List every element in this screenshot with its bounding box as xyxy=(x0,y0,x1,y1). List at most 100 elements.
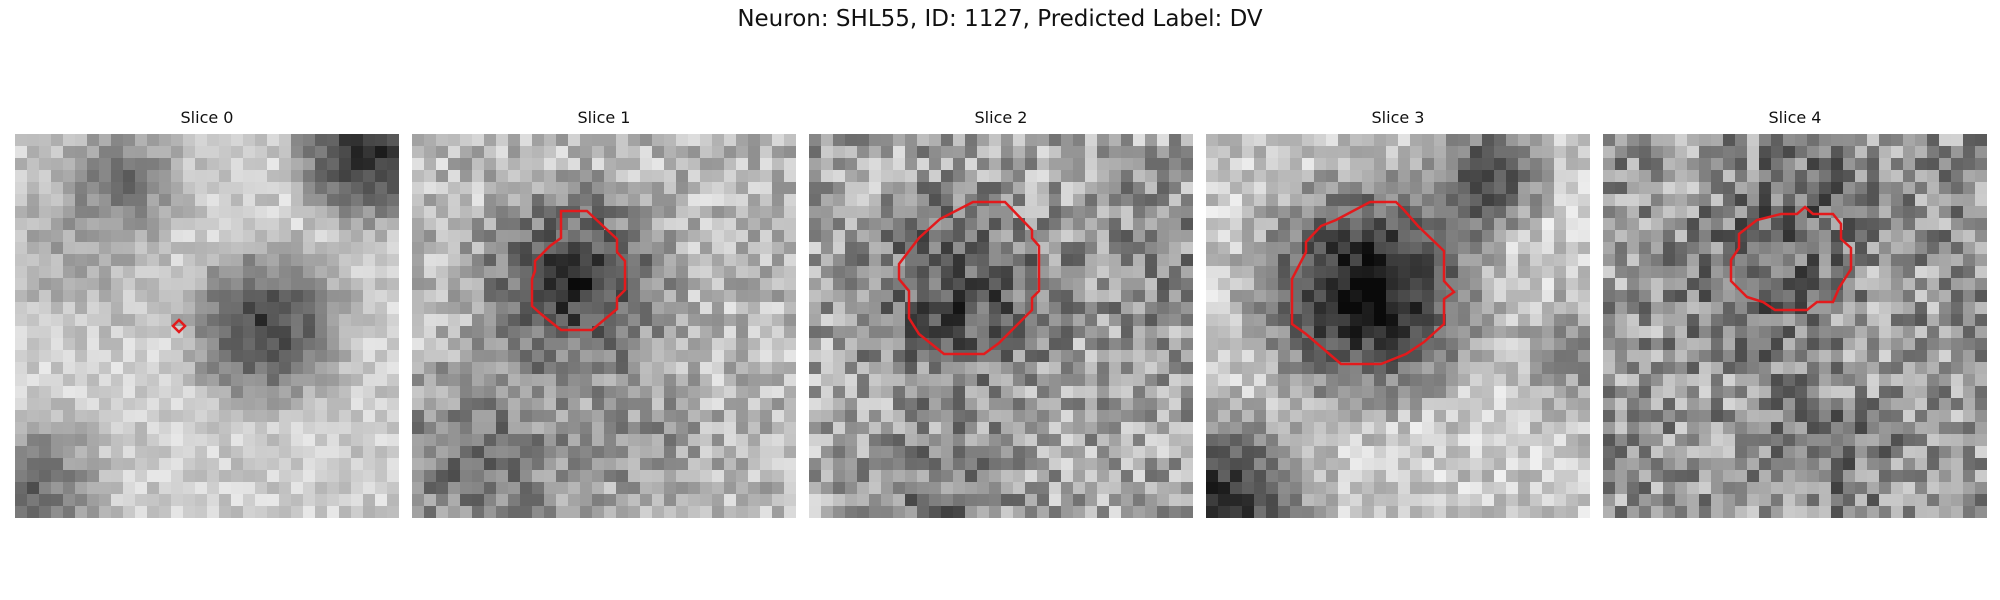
image-pixel xyxy=(1314,194,1326,206)
image-pixel xyxy=(1133,290,1145,302)
image-pixel xyxy=(424,482,436,494)
image-pixel xyxy=(1133,230,1145,242)
image-pixel xyxy=(688,470,700,482)
image-pixel xyxy=(640,242,652,254)
image-pixel xyxy=(1482,482,1494,494)
image-pixel xyxy=(448,470,460,482)
image-pixel xyxy=(1566,362,1578,374)
image-pixel xyxy=(1735,158,1747,170)
image-pixel xyxy=(1867,290,1879,302)
image-pixel xyxy=(700,254,712,266)
image-pixel xyxy=(508,302,520,314)
image-pixel xyxy=(75,398,87,410)
image-pixel xyxy=(279,254,291,266)
image-pixel xyxy=(1518,194,1530,206)
image-pixel xyxy=(327,146,339,158)
image-pixel xyxy=(712,206,724,218)
image-pixel xyxy=(953,158,965,170)
image-pixel xyxy=(833,446,845,458)
image-pixel xyxy=(917,458,929,470)
image-pixel xyxy=(857,506,869,518)
image-pixel xyxy=(1687,434,1699,446)
image-pixel xyxy=(1157,338,1169,350)
image-pixel xyxy=(387,506,399,518)
image-pixel xyxy=(1795,314,1807,326)
image-pixel xyxy=(1302,266,1314,278)
image-pixel xyxy=(544,398,556,410)
image-pixel xyxy=(1494,242,1506,254)
image-pixel xyxy=(147,446,159,458)
image-pixel xyxy=(279,422,291,434)
image-pixel xyxy=(135,170,147,182)
image-pixel xyxy=(243,242,255,254)
image-pixel xyxy=(87,434,99,446)
image-pixel xyxy=(339,314,351,326)
image-pixel xyxy=(905,230,917,242)
image-pixel xyxy=(989,326,1001,338)
image-pixel xyxy=(1410,374,1422,386)
image-pixel xyxy=(1338,290,1350,302)
image-pixel xyxy=(1915,278,1927,290)
image-pixel xyxy=(1759,446,1771,458)
image-pixel xyxy=(111,290,123,302)
image-pixel xyxy=(315,194,327,206)
image-pixel xyxy=(1687,374,1699,386)
image-pixel xyxy=(905,446,917,458)
image-pixel xyxy=(1242,410,1254,422)
image-pixel xyxy=(279,218,291,230)
image-pixel xyxy=(1675,398,1687,410)
image-pixel xyxy=(135,290,147,302)
image-pixel xyxy=(1157,182,1169,194)
image-pixel xyxy=(616,194,628,206)
image-pixel xyxy=(171,314,183,326)
image-pixel xyxy=(1879,434,1891,446)
image-pixel xyxy=(989,170,1001,182)
image-pixel xyxy=(1350,482,1362,494)
image-pixel xyxy=(1097,182,1109,194)
image-pixel xyxy=(881,374,893,386)
image-pixel xyxy=(75,434,87,446)
image-pixel xyxy=(1759,170,1771,182)
image-pixel xyxy=(1278,326,1290,338)
image-pixel xyxy=(1061,386,1073,398)
image-pixel xyxy=(1446,254,1458,266)
image-pixel xyxy=(51,302,63,314)
image-pixel xyxy=(845,314,857,326)
image-pixel xyxy=(1951,278,1963,290)
image-pixel xyxy=(616,158,628,170)
image-pixel xyxy=(159,422,171,434)
image-pixel xyxy=(1097,410,1109,422)
image-pixel xyxy=(869,206,881,218)
image-pixel xyxy=(520,230,532,242)
image-pixel xyxy=(965,158,977,170)
image-pixel xyxy=(135,242,147,254)
image-pixel xyxy=(327,362,339,374)
image-pixel xyxy=(628,326,640,338)
image-pixel xyxy=(1831,374,1843,386)
image-pixel xyxy=(1073,266,1085,278)
image-pixel xyxy=(1879,170,1891,182)
image-pixel xyxy=(1085,374,1097,386)
image-pixel xyxy=(1254,170,1266,182)
image-pixel xyxy=(1639,410,1651,422)
image-pixel xyxy=(1410,170,1422,182)
image-pixel xyxy=(652,206,664,218)
image-pixel xyxy=(1410,398,1422,410)
image-pixel xyxy=(1566,338,1578,350)
image-pixel xyxy=(1530,386,1542,398)
image-pixel xyxy=(544,254,556,266)
image-pixel xyxy=(1566,434,1578,446)
image-pixel xyxy=(712,314,724,326)
image-pixel xyxy=(664,230,676,242)
image-pixel xyxy=(1458,446,1470,458)
image-pixel xyxy=(1230,266,1242,278)
image-pixel xyxy=(267,314,279,326)
image-pixel xyxy=(1314,278,1326,290)
image-pixel xyxy=(231,470,243,482)
image-pixel xyxy=(1783,338,1795,350)
image-pixel xyxy=(1615,302,1627,314)
image-pixel xyxy=(123,446,135,458)
image-pixel xyxy=(544,422,556,434)
image-pixel xyxy=(51,494,63,506)
image-pixel xyxy=(1121,290,1133,302)
